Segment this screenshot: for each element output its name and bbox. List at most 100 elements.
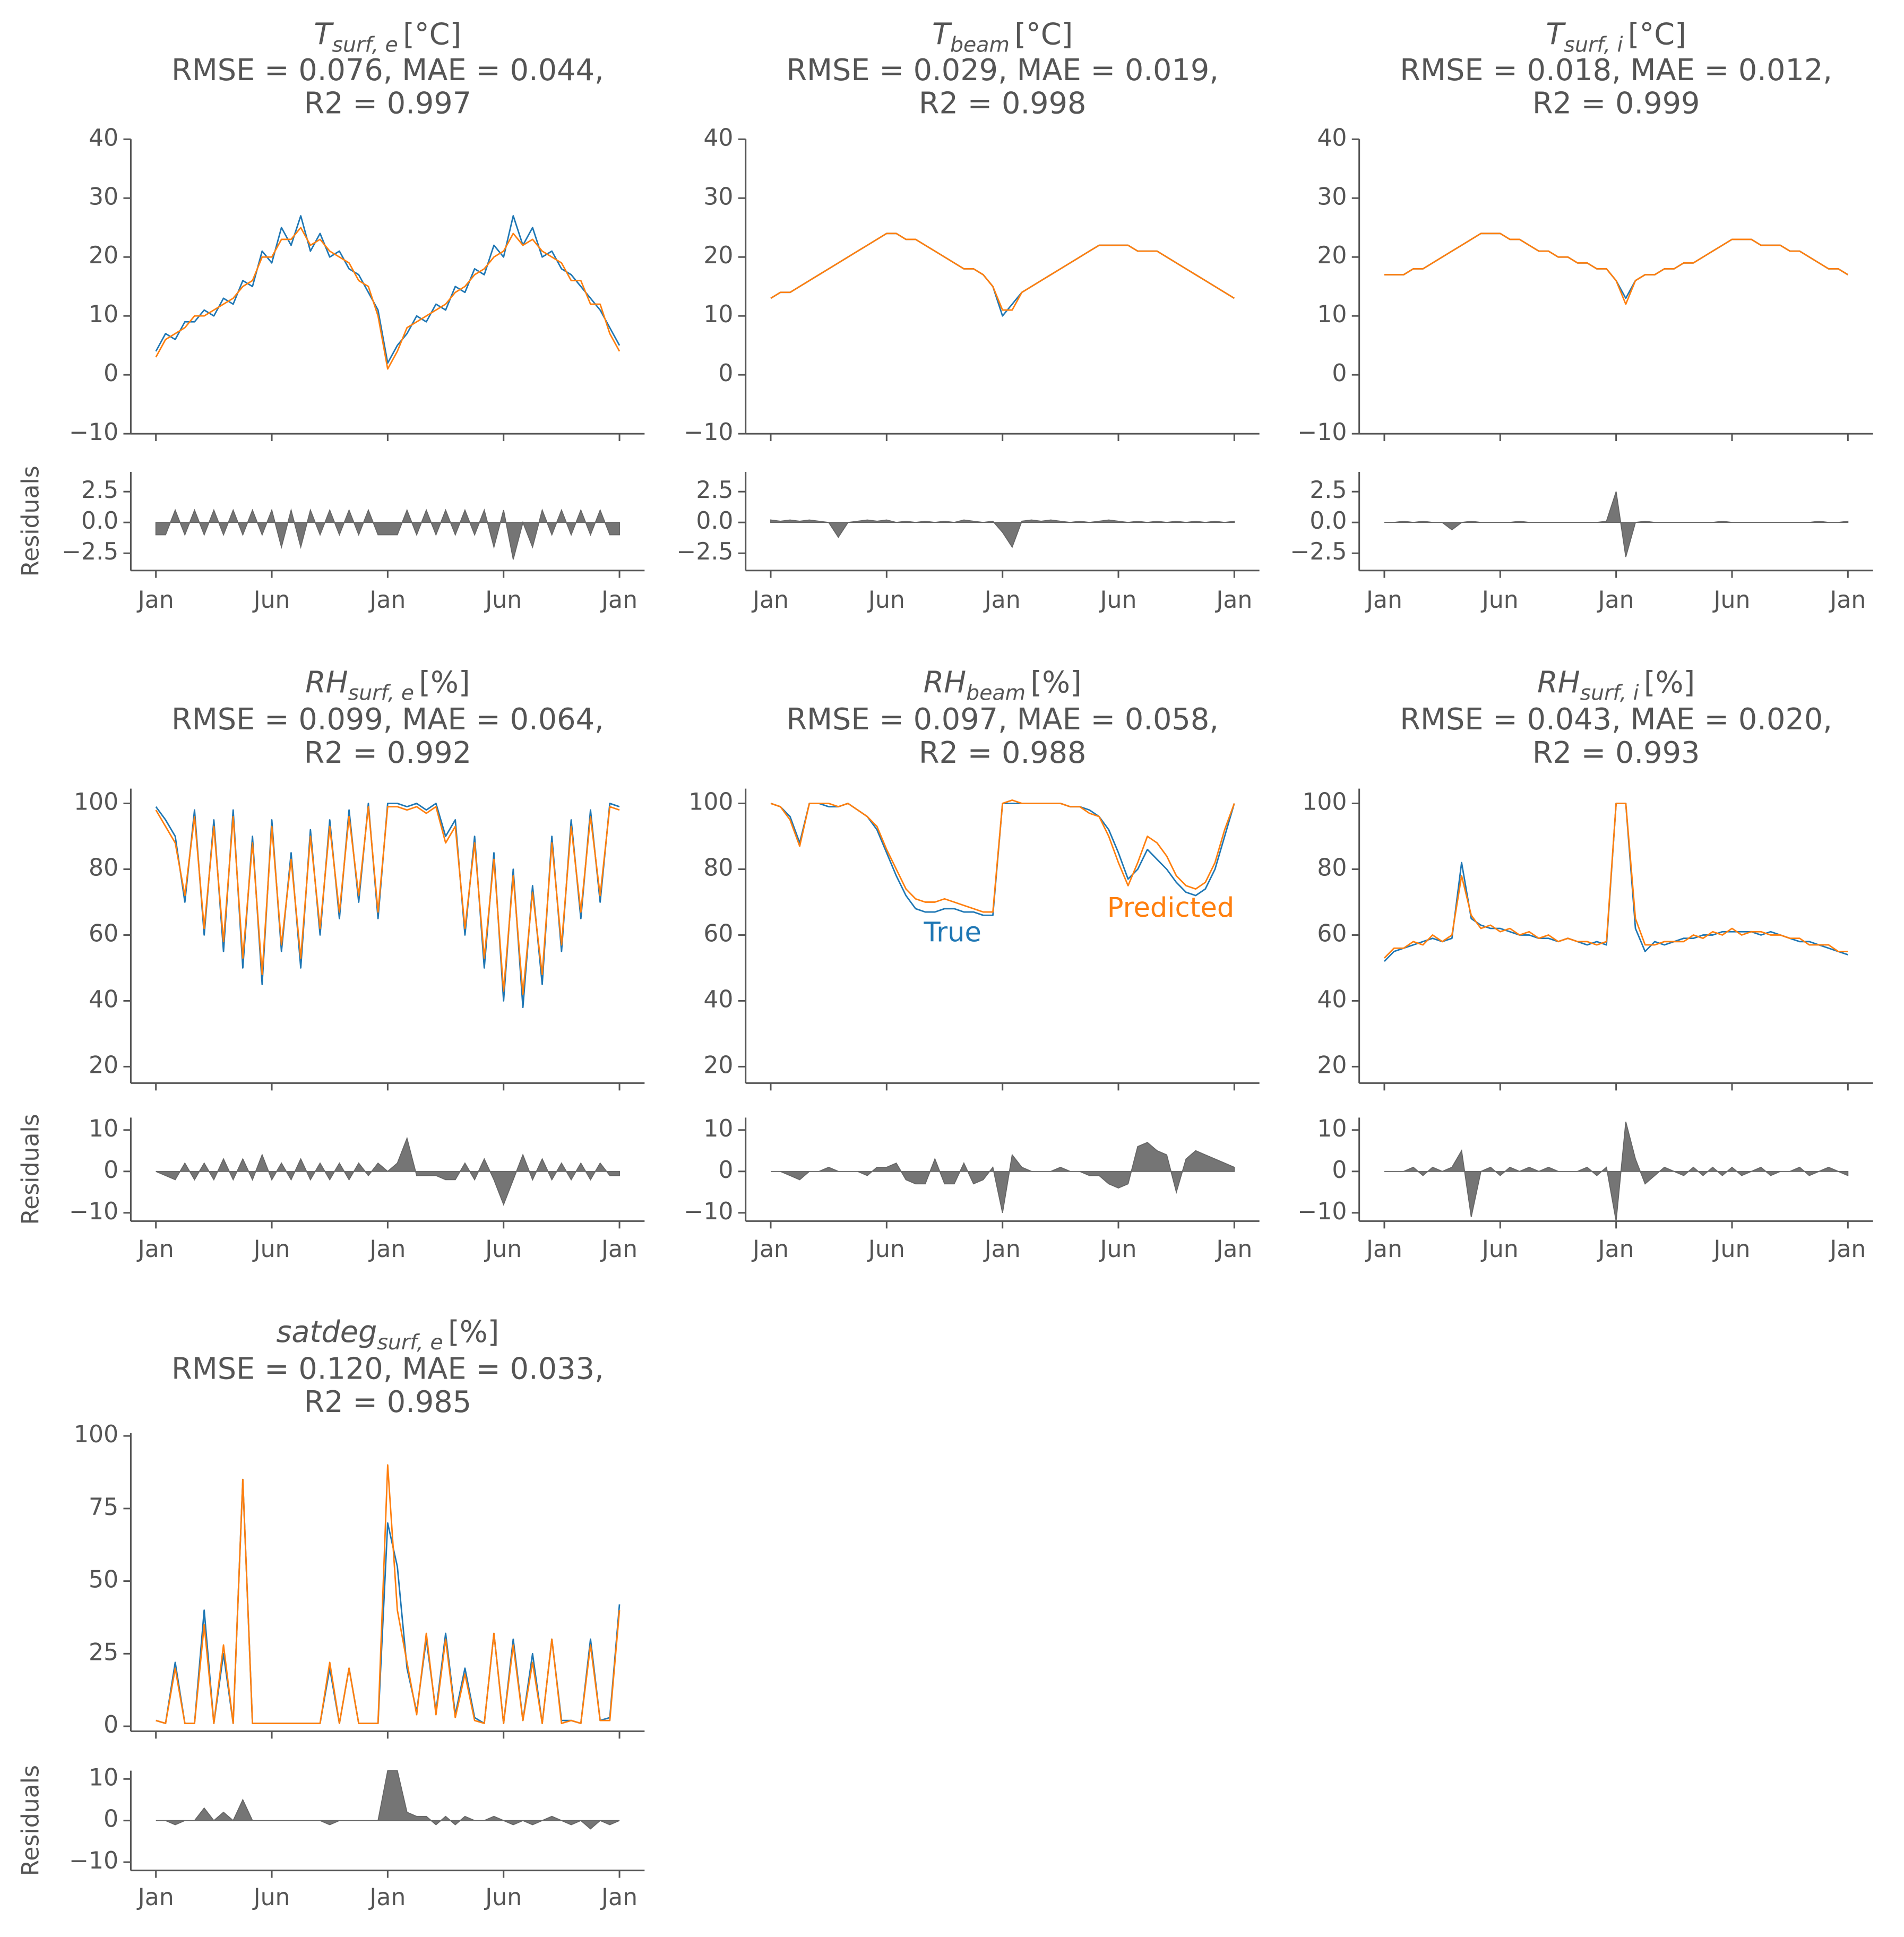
y-tick-label: 30	[1317, 183, 1347, 210]
title-subscript: beam	[966, 681, 1026, 705]
y-tick-label: −10	[684, 419, 733, 446]
panel-title: RHsurf, i [%]	[1537, 666, 1695, 705]
series-line	[1383, 803, 1848, 959]
y-tick-label: 60	[89, 920, 118, 947]
series-line	[1384, 233, 1849, 305]
y-tick-label: 2.5	[81, 477, 118, 504]
y-tick-label: 10	[703, 301, 733, 328]
panel-metrics: R2 = 0.999	[1532, 87, 1700, 121]
y-tick-label: 0	[1332, 360, 1347, 387]
series-line	[770, 233, 1235, 317]
x-tick-label: Jan	[600, 587, 637, 614]
y-tick-label: 40	[703, 986, 733, 1013]
title-subscript: surf, i	[1580, 681, 1639, 705]
panel-metrics: RMSE = 0.029, MAE = 0.019,	[786, 53, 1219, 88]
y-tick-label: −10	[684, 1198, 733, 1225]
residual-area	[1384, 491, 1849, 557]
title-symbol: RH	[924, 666, 967, 700]
x-tick-label: Jun	[484, 1884, 522, 1911]
title-unit: [%]	[448, 1315, 499, 1349]
x-tick-label: Jun	[1099, 1236, 1137, 1263]
y-tick-label: 20	[89, 1052, 118, 1079]
x-tick-label: Jan	[368, 1236, 406, 1263]
title-subscript: beam	[950, 32, 1010, 57]
y-tick-label: 30	[703, 183, 733, 210]
x-tick-label: Jan	[1214, 1236, 1252, 1263]
y-tick-label: 0	[104, 1157, 118, 1184]
y-tick-label: 40	[89, 986, 118, 1013]
y-tick-label: −10	[69, 419, 118, 446]
series-line	[1383, 803, 1848, 962]
title-symbol: T	[1546, 18, 1566, 52]
title-symbol: RH	[305, 666, 348, 700]
y-tick-label: 40	[703, 124, 733, 151]
title-unit: [%]	[419, 666, 470, 700]
x-tick-label: Jun	[1480, 1236, 1519, 1263]
title-symbol: RH	[1537, 666, 1580, 700]
x-tick-label: Jun	[252, 1884, 290, 1911]
x-tick-label: Jan	[751, 587, 789, 614]
panel-metrics: RMSE = 0.076, MAE = 0.044,	[171, 53, 604, 88]
y-tick-label: 10	[89, 1764, 118, 1791]
y-tick-label: −10	[1297, 1198, 1347, 1225]
y-tick-label: −2.5	[676, 538, 733, 565]
title-subscript: surf, e	[377, 1330, 443, 1355]
y-tick-label: 30	[89, 183, 118, 210]
x-tick-label: Jan	[751, 1236, 789, 1263]
y-tick-label: 20	[1317, 1052, 1347, 1079]
series-line	[770, 799, 1235, 913]
x-tick-label: Jun	[1712, 1236, 1751, 1263]
y-tick-label: 20	[89, 242, 118, 269]
series-line	[1384, 233, 1849, 299]
residual-area	[156, 1770, 620, 1830]
x-tick-label: Jan	[368, 587, 406, 614]
panel-metrics: R2 = 0.992	[304, 736, 472, 770]
x-tick-label: Jan	[1365, 1236, 1402, 1263]
title-unit: [°C]	[1014, 18, 1073, 52]
panel-title: RHsurf, e [%]	[305, 666, 470, 705]
x-tick-label: Jan	[1828, 587, 1866, 614]
series-line	[155, 215, 621, 364]
title-symbol: satdeg	[276, 1315, 377, 1349]
title-subscript: surf, e	[332, 32, 398, 57]
panel-metrics: R2 = 0.988	[919, 736, 1087, 770]
series-annotation: Predicted	[1107, 892, 1235, 924]
y-tick-label: 0	[1332, 1157, 1347, 1184]
x-tick-label: Jan	[136, 587, 174, 614]
y-tick-label: 80	[1317, 854, 1347, 881]
y-tick-label: 40	[89, 124, 118, 151]
y-tick-label: 0	[104, 360, 118, 387]
series-line	[155, 803, 620, 1009]
series-line	[156, 1478, 621, 1724]
residual-area	[155, 508, 620, 560]
y-tick-label: 10	[89, 301, 118, 328]
residual-area	[1384, 1121, 1849, 1221]
series-line	[155, 227, 621, 370]
y-tick-label: 50	[89, 1566, 118, 1594]
x-tick-label: Jun	[1099, 587, 1137, 614]
y-tick-label: 100	[74, 1421, 118, 1448]
y-tick-label: 0	[718, 1157, 733, 1184]
x-tick-label: Jan	[1828, 1236, 1866, 1263]
y-tick-label: −10	[69, 1198, 118, 1225]
y-tick-label: −2.5	[62, 538, 118, 565]
panel-title: RHbeam [%]	[924, 666, 1082, 705]
x-tick-label: Jan	[983, 1236, 1021, 1263]
residual-area	[156, 1137, 620, 1206]
y-tick-label: 0.0	[81, 507, 118, 535]
x-tick-label: Jan	[983, 587, 1021, 614]
x-tick-label: Jan	[600, 1884, 637, 1911]
y-tick-label: 40	[1317, 986, 1347, 1013]
y-tick-label: 100	[688, 788, 733, 815]
y-tick-label: 80	[703, 854, 733, 881]
series-annotation: True	[923, 917, 981, 949]
panel-metrics: RMSE = 0.097, MAE = 0.058,	[786, 702, 1219, 737]
y-tick-label: 10	[1317, 301, 1347, 328]
residual-y-label: Residuals	[18, 1765, 45, 1876]
x-tick-label: Jan	[1597, 587, 1634, 614]
x-tick-label: Jun	[252, 587, 290, 614]
y-tick-label: 10	[1317, 1115, 1347, 1142]
panel-title: Tsurf, i [°C]	[1546, 18, 1686, 57]
panel-metrics: R2 = 0.998	[919, 87, 1087, 121]
